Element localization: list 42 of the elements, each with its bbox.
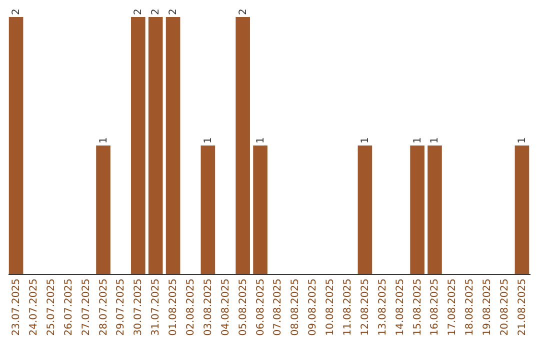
data-label: 2 — [150, 8, 162, 15]
x-tick-label: 04.08.2025 — [220, 278, 232, 336]
x-tick-label: 12.08.2025 — [360, 278, 371, 336]
x-tick-label: 02.08.2025 — [185, 278, 196, 336]
x-tick-label: 26.07.2025 — [63, 278, 74, 336]
data-label: 1 — [516, 137, 528, 144]
x-tick-label: 06.08.2025 — [255, 278, 266, 336]
x-tick-label: 15.08.2025 — [412, 278, 424, 336]
x-tick-label: 27.07.2025 — [80, 278, 92, 336]
x-tick-label: 01.08.2025 — [168, 278, 180, 336]
x-tick-label: 05.08.2025 — [238, 278, 249, 336]
data-label: 1 — [430, 137, 441, 144]
x-tick-label: 17.08.2025 — [447, 278, 458, 336]
x-tick-label: 30.07.2025 — [133, 278, 144, 336]
x-tick-label: 21.08.2025 — [516, 278, 528, 336]
x-tick-label: 28.07.2025 — [98, 278, 110, 336]
data-label: 1 — [98, 137, 110, 144]
data-label: 2 — [238, 8, 249, 15]
data-label: 2 — [168, 8, 180, 15]
data-label: 1 — [255, 137, 266, 144]
x-tick-label: 31.07.2025 — [150, 278, 162, 336]
x-tick-label: 11.08.2025 — [342, 278, 354, 336]
x-tick-label: 09.08.2025 — [308, 278, 319, 336]
x-tick-label: 03.08.2025 — [202, 278, 214, 336]
x-tick-label: 16.08.2025 — [430, 278, 441, 336]
data-label: 1 — [360, 137, 371, 144]
x-tick-label: 14.08.2025 — [394, 278, 406, 336]
x-tick-label: 24.07.2025 — [28, 278, 40, 336]
x-tick-label: 08.08.2025 — [290, 278, 302, 336]
data-label: 1 — [202, 137, 214, 144]
x-tick-label: 25.07.2025 — [46, 278, 57, 336]
x-tick-label: 23.07.2025 — [11, 278, 22, 336]
x-tick-label: 29.07.2025 — [116, 278, 127, 336]
x-tick-label: 13.08.2025 — [377, 278, 388, 336]
x-tick-label: 07.08.2025 — [272, 278, 284, 336]
data-label: 2 — [11, 8, 22, 15]
x-tick-label: 18.08.2025 — [464, 278, 476, 336]
data-label: 2 — [133, 8, 144, 15]
x-tick-label: 19.08.2025 — [482, 278, 494, 336]
x-tick-label: 20.08.2025 — [500, 278, 511, 336]
x-tick-label: 10.08.2025 — [325, 278, 336, 336]
data-label: 1 — [412, 137, 424, 144]
